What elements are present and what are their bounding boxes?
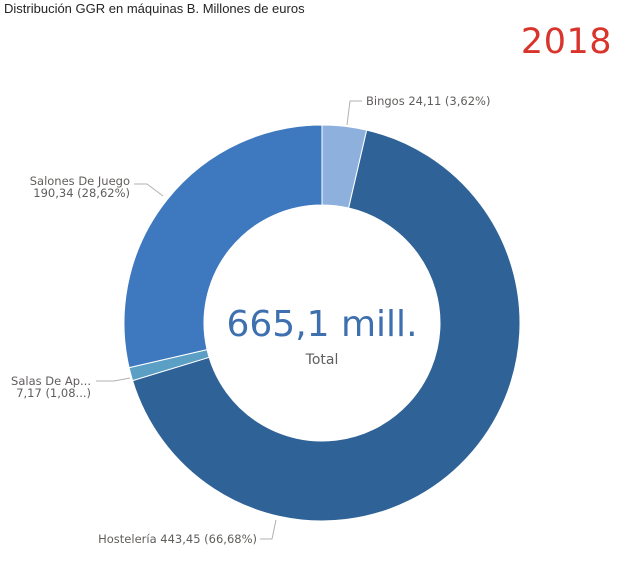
total-value: 665,1 mill. — [226, 304, 417, 345]
donut-slices — [123, 124, 521, 522]
leader-line-4 — [134, 183, 164, 197]
donut-slice-4[interactable] — [123, 124, 323, 369]
chart-title: Distribución GGR en máquinas B. Millones… — [4, 1, 305, 16]
donut-slice-2[interactable] — [131, 129, 521, 522]
leader-line-2 — [260, 519, 277, 540]
leader-line-3 — [96, 377, 131, 382]
total-label: Total — [305, 352, 339, 368]
data-label-value-3: 7,17 (1,08...) — [16, 386, 91, 400]
data-label-1: Bingos 24,11 (3,62%) — [366, 94, 490, 108]
data-label-2: Hostelería 443,45 (66,68%) — [98, 532, 257, 546]
leader-line-1 — [346, 100, 362, 126]
data-label-value-4: 190,34 (28,62%) — [33, 186, 130, 200]
data-label-name-3: Salas De Ap... — [11, 374, 91, 388]
year-badge: 2018 — [520, 22, 612, 62]
donut-labels: Bingos 24,11 (3,62%) Hostelería 443,45 (6… — [11, 94, 490, 546]
data-label-name-4: Salones De Juego — [30, 174, 130, 188]
